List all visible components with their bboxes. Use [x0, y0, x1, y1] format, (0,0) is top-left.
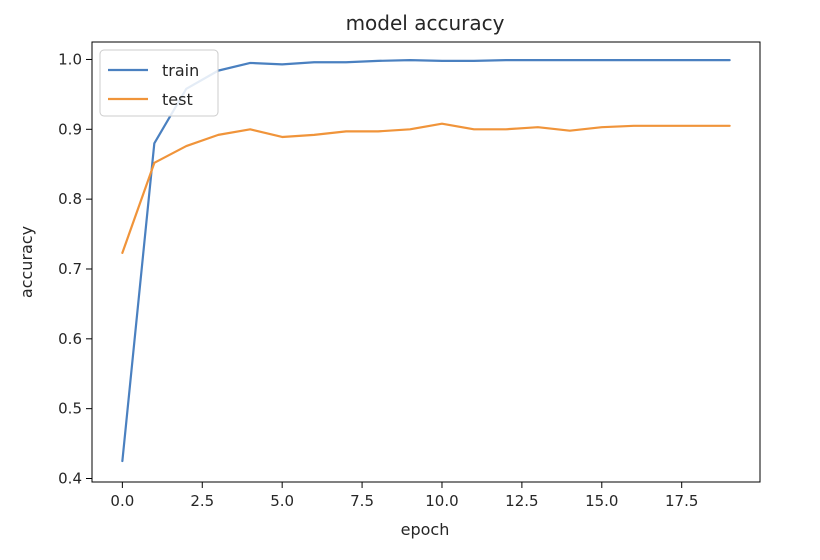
legend-label-test: test — [162, 90, 193, 109]
y-tick-label: 0.4 — [58, 470, 82, 488]
y-tick-label: 0.6 — [58, 330, 82, 348]
x-tick-label: 15.0 — [585, 492, 618, 510]
plot-area: 0.0 2.5 5.0 7.5 10.0 12.5 15.0 17.5 0.4 0.5 0.6 0.7… — [58, 41, 761, 510]
x-tick-label: 10.0 — [425, 492, 458, 510]
y-tick-label: 0.9 — [58, 120, 82, 138]
series-line-train — [121, 59, 731, 463]
y-axis-label: accuracy — [17, 226, 36, 298]
legend-label-train: train — [162, 61, 199, 80]
y-tick-label: 1.0 — [58, 50, 82, 68]
x-axis-label: epoch — [401, 520, 450, 539]
x-tick-label: 2.5 — [190, 492, 214, 510]
plot-frame — [91, 41, 761, 483]
x-tick-label: 17.5 — [665, 492, 698, 510]
x-tick-label: 12.5 — [505, 492, 538, 510]
x-tick-label: 7.5 — [350, 492, 374, 510]
x-tick-label: 0.0 — [110, 492, 134, 510]
y-tick-label: 0.5 — [58, 400, 82, 418]
y-tick-label: 0.7 — [58, 260, 82, 278]
legend: train test — [99, 49, 219, 117]
x-tick-label: 5.0 — [270, 492, 294, 510]
legend-box — [99, 49, 219, 117]
chart-title: model accuracy — [346, 11, 505, 35]
y-tick-label: 0.8 — [58, 190, 82, 208]
series-line-test — [121, 122, 731, 255]
